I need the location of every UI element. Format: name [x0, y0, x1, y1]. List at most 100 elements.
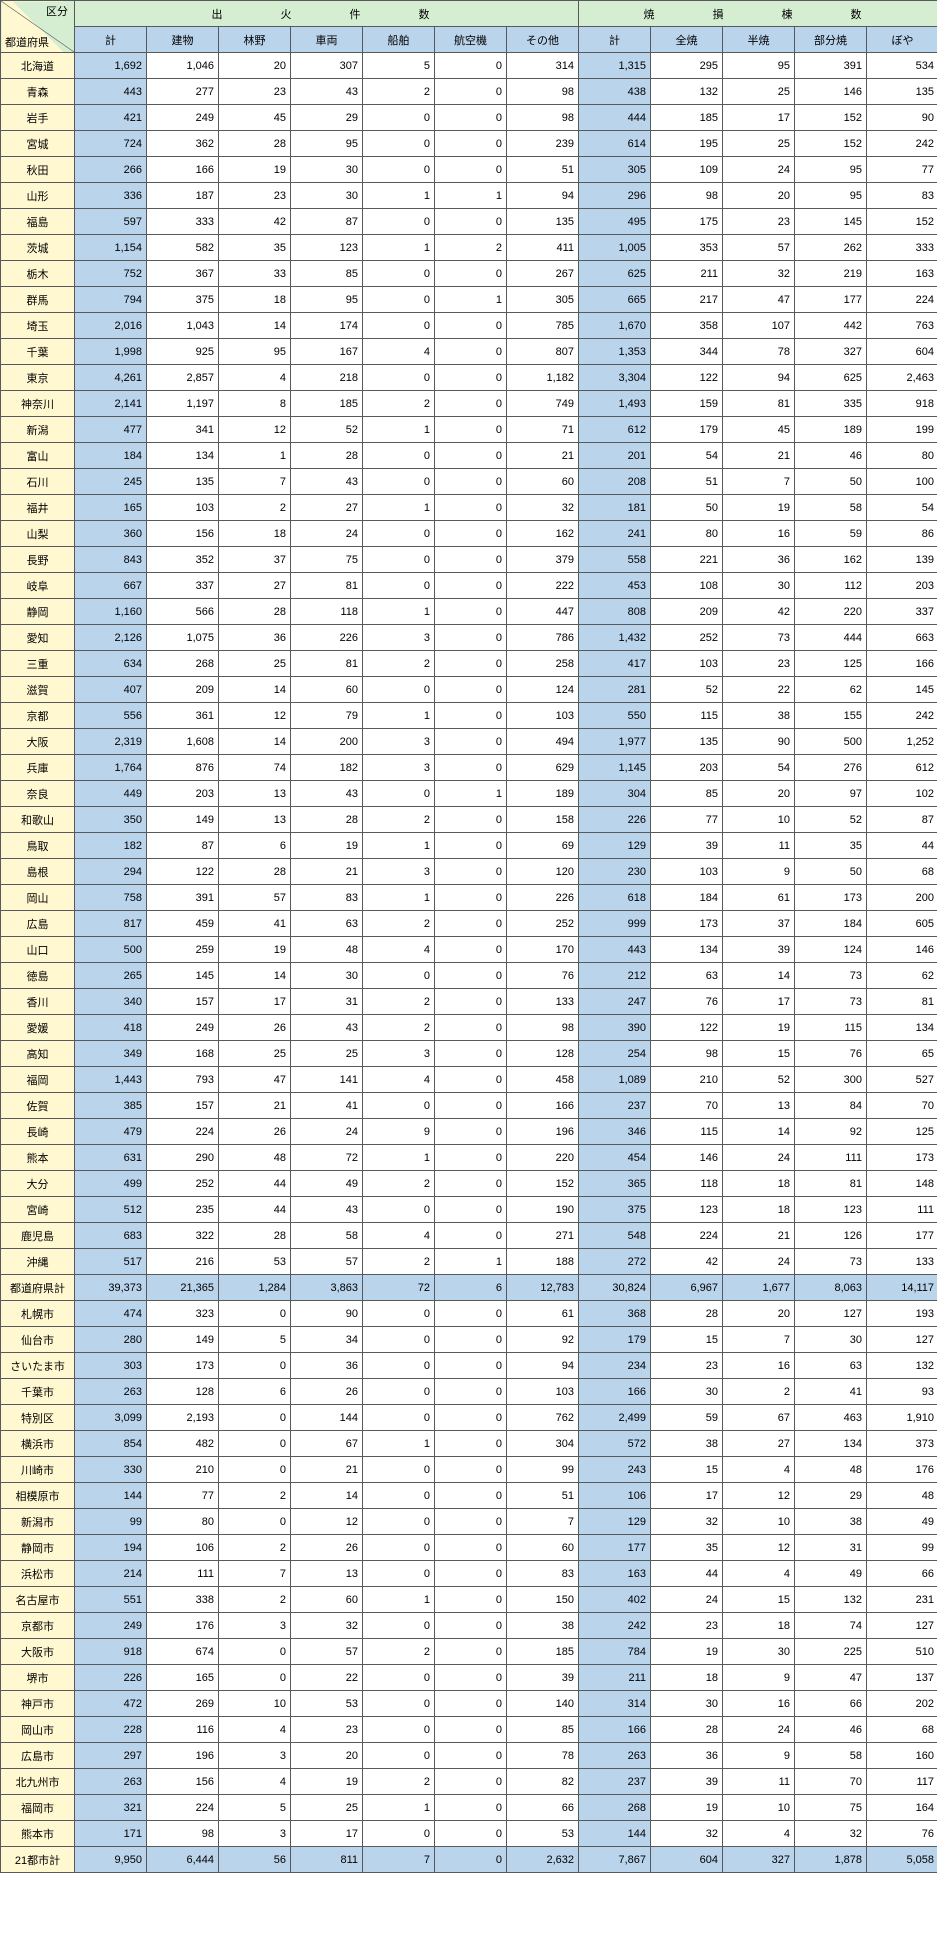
data-cell: 3 [363, 625, 435, 651]
data-cell: 15 [723, 1587, 795, 1613]
total-cell: 390 [579, 1015, 651, 1041]
data-cell: 5,058 [867, 1847, 937, 1873]
data-cell: 4 [363, 339, 435, 365]
data-cell: 43 [291, 781, 363, 807]
data-cell: 218 [291, 365, 363, 391]
data-cell: 45 [219, 105, 291, 131]
subhead-10: 部分焼 [795, 27, 867, 53]
data-cell: 98 [651, 183, 723, 209]
data-cell: 14 [219, 313, 291, 339]
subhead-0: 計 [75, 27, 147, 53]
total-cell: 365 [579, 1171, 651, 1197]
subhead-9: 半焼 [723, 27, 795, 53]
data-cell: 92 [795, 1119, 867, 1145]
data-cell: 1 [363, 235, 435, 261]
data-cell: 252 [507, 911, 579, 937]
data-cell: 20 [723, 781, 795, 807]
data-cell: 18 [723, 1171, 795, 1197]
data-cell: 7 [219, 469, 291, 495]
table-row: 石川245135743006020851750100 [1, 469, 937, 495]
data-cell: 166 [507, 1093, 579, 1119]
data-cell: 134 [651, 937, 723, 963]
row-header: 千葉市 [1, 1379, 75, 1405]
data-cell: 0 [435, 1093, 507, 1119]
data-cell: 629 [507, 755, 579, 781]
data-cell: 3 [219, 1743, 291, 1769]
data-cell: 107 [723, 313, 795, 339]
total-cell: 297 [75, 1743, 147, 1769]
data-cell: 43 [291, 1015, 363, 1041]
table-row: 岐阜66733727810022245310830112203 [1, 573, 937, 599]
data-cell: 35 [219, 235, 291, 261]
data-cell: 76 [651, 989, 723, 1015]
data-cell: 0 [435, 339, 507, 365]
data-cell: 534 [867, 53, 937, 79]
header-row-sub: 計 建物 林野 車両 船舶 航空機 その他 計 全焼 半焼 部分焼 ぼや [1, 27, 937, 53]
data-cell: 0 [219, 1509, 291, 1535]
total-cell: 665 [579, 287, 651, 313]
data-cell: 5 [363, 53, 435, 79]
data-cell: 0 [363, 1197, 435, 1223]
total-cell: 597 [75, 209, 147, 235]
data-cell: 18 [723, 1197, 795, 1223]
data-cell: 60 [291, 1587, 363, 1613]
data-cell: 4 [723, 1561, 795, 1587]
total-cell: 612 [579, 417, 651, 443]
data-cell: 42 [723, 599, 795, 625]
data-cell: 21 [723, 1223, 795, 1249]
table-row: 21都市計9,9506,44456811702,6327,8676043271,… [1, 1847, 937, 1873]
total-cell: 245 [75, 469, 147, 495]
total-cell: 550 [579, 703, 651, 729]
table-row: 宮崎51223544430019037512318123111 [1, 1197, 937, 1223]
data-cell: 566 [147, 599, 219, 625]
total-cell: 263 [75, 1379, 147, 1405]
data-cell: 2 [363, 807, 435, 833]
data-cell: 24 [291, 1119, 363, 1145]
data-cell: 50 [795, 859, 867, 885]
data-cell: 30 [723, 573, 795, 599]
data-cell: 74 [219, 755, 291, 781]
data-cell: 0 [435, 365, 507, 391]
data-cell: 67 [723, 1405, 795, 1431]
table-row: 静岡1,160566281181044780820942220337 [1, 599, 937, 625]
data-cell: 210 [651, 1067, 723, 1093]
data-cell: 122 [147, 859, 219, 885]
data-cell: 195 [651, 131, 723, 157]
data-cell: 239 [507, 131, 579, 157]
table-row: 大分4992524449201523651181881148 [1, 1171, 937, 1197]
table-body: 北海道1,6921,04620307503141,31529595391534青… [1, 53, 937, 1873]
data-cell: 29 [795, 1483, 867, 1509]
table-row: 熊本63129048721022045414624111173 [1, 1145, 937, 1171]
data-cell: 0 [435, 1847, 507, 1873]
table-row: 岡山75839157831022661818461173200 [1, 885, 937, 911]
data-cell: 25 [723, 79, 795, 105]
data-cell: 2 [363, 1171, 435, 1197]
total-cell: 163 [579, 1561, 651, 1587]
data-cell: 353 [651, 235, 723, 261]
data-cell: 57 [723, 235, 795, 261]
data-cell: 50 [651, 495, 723, 521]
table-row: 滋賀407209146000124281522262145 [1, 677, 937, 703]
data-cell: 367 [147, 261, 219, 287]
data-cell: 160 [867, 1743, 937, 1769]
data-cell: 36 [291, 1353, 363, 1379]
data-cell: 32 [651, 1821, 723, 1847]
data-cell: 73 [795, 963, 867, 989]
data-cell: 30 [723, 1639, 795, 1665]
data-cell: 0 [363, 1093, 435, 1119]
data-cell: 162 [507, 521, 579, 547]
table-row: 愛媛4182492643209839012219115134 [1, 1015, 937, 1041]
data-cell: 133 [867, 1249, 937, 1275]
row-header: 都道府県計 [1, 1275, 75, 1301]
data-cell: 6 [435, 1275, 507, 1301]
row-header: 大阪 [1, 729, 75, 755]
data-cell: 83 [291, 885, 363, 911]
data-cell: 341 [147, 417, 219, 443]
data-cell: 28 [651, 1301, 723, 1327]
data-cell: 1 [363, 183, 435, 209]
data-cell: 2 [363, 1769, 435, 1795]
data-cell: 68 [867, 1717, 937, 1743]
data-cell: 14 [219, 729, 291, 755]
data-cell: 58 [795, 495, 867, 521]
data-cell: 1 [363, 1431, 435, 1457]
